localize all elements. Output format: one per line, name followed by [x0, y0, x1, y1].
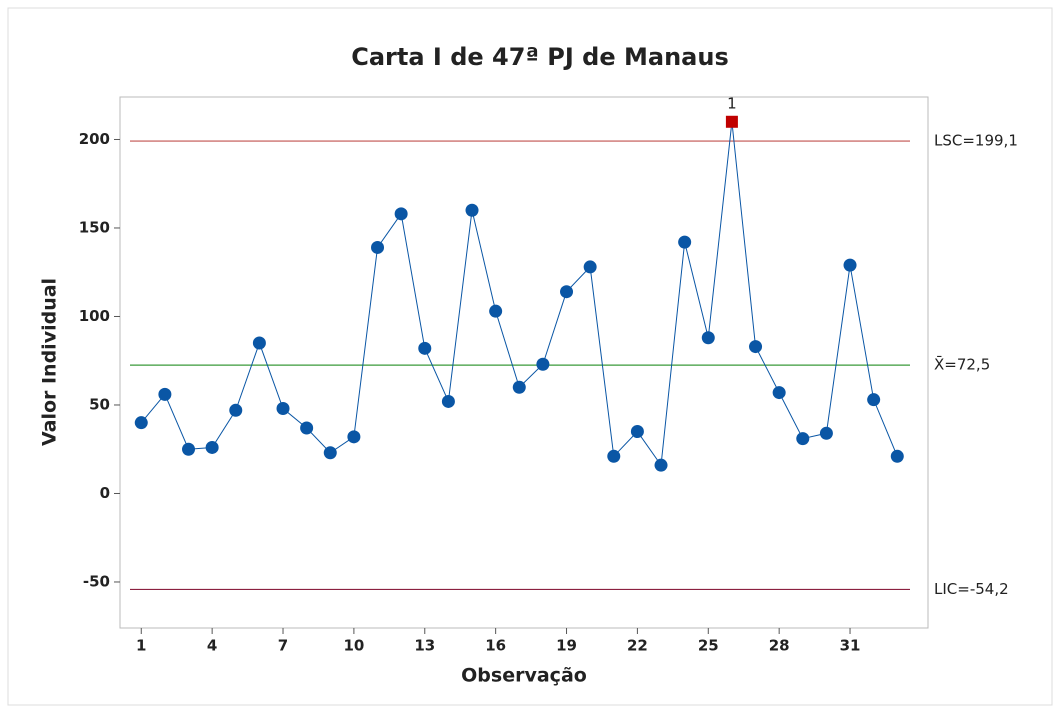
point [678, 235, 692, 249]
point [654, 458, 668, 472]
point [536, 357, 550, 371]
x-tick-label: 25 [698, 637, 719, 655]
point [512, 380, 526, 394]
point [772, 386, 786, 400]
point [323, 446, 337, 460]
y-axis-label: Valor Individual [39, 278, 61, 446]
x-tick-label: 28 [769, 637, 790, 655]
point [701, 331, 715, 345]
point [229, 403, 243, 417]
y-tick-label: 100 [79, 307, 110, 325]
y-tick-label: -50 [83, 572, 110, 590]
y-tick-label: 150 [79, 218, 110, 236]
x-tick-label: 13 [414, 637, 435, 655]
y-tick-label: 50 [89, 395, 110, 413]
x-tick-label: 31 [840, 637, 861, 655]
x-tick-label: 1 [136, 637, 146, 655]
control-label: LSC=199,1 [934, 132, 1018, 150]
point [205, 440, 219, 454]
point [560, 285, 574, 299]
point [607, 449, 621, 463]
x-tick-label: 19 [556, 637, 577, 655]
point [134, 416, 148, 430]
point [819, 426, 833, 440]
point [890, 449, 904, 463]
point [749, 340, 763, 354]
y-tick-label: 0 [100, 484, 110, 502]
x-tick-label: 16 [485, 637, 506, 655]
y-tick-label: 200 [79, 130, 110, 148]
x-axis-label: Observação [461, 665, 587, 687]
point [441, 394, 455, 408]
point [418, 341, 432, 355]
x-tick-label: 7 [278, 637, 288, 655]
point [489, 304, 503, 318]
x-tick-label: 22 [627, 637, 648, 655]
x-tick-label: 10 [343, 637, 364, 655]
control-label: X̄=72,5 [934, 355, 990, 374]
point [867, 393, 881, 407]
point [394, 207, 408, 221]
point [347, 430, 361, 444]
chart-title: Carta I de 47ª PJ de Manaus [351, 43, 728, 71]
plot-area [119, 96, 929, 629]
control-label: LIC=-54,2 [934, 580, 1009, 598]
point [300, 421, 314, 435]
point [276, 402, 290, 416]
annotation: 1 [727, 94, 737, 112]
point [843, 258, 857, 272]
point [182, 442, 196, 456]
point [371, 240, 385, 254]
flagged-point [725, 115, 738, 128]
x-tick-label: 4 [207, 637, 217, 655]
point [583, 260, 597, 274]
point [158, 387, 172, 401]
point [252, 336, 266, 350]
point [796, 432, 810, 446]
point [465, 203, 479, 217]
point [630, 425, 644, 439]
